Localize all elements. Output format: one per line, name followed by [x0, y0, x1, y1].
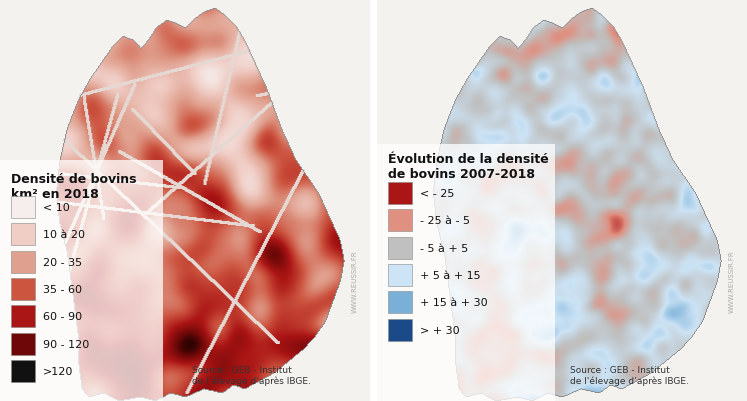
FancyBboxPatch shape [0, 160, 163, 401]
Text: WWW.REUSSIR.FR: WWW.REUSSIR.FR [729, 249, 735, 312]
FancyBboxPatch shape [11, 306, 35, 328]
Text: Source : GEB - Institut
de l'élevage d’après IBGE.: Source : GEB - Institut de l'élevage d’a… [569, 365, 689, 385]
Text: + 5 à + 15: + 5 à + 15 [421, 270, 481, 280]
Text: > + 30: > + 30 [421, 325, 460, 335]
FancyBboxPatch shape [11, 333, 35, 355]
Text: - 5 à + 5: - 5 à + 5 [421, 243, 469, 253]
Text: 90 - 120: 90 - 120 [43, 339, 90, 349]
FancyBboxPatch shape [11, 224, 35, 246]
FancyBboxPatch shape [388, 210, 412, 232]
Text: < 10: < 10 [43, 203, 70, 213]
FancyBboxPatch shape [11, 196, 35, 219]
Text: 20 - 35: 20 - 35 [43, 257, 82, 267]
FancyBboxPatch shape [11, 251, 35, 273]
Text: Évolution de la densité
de bovins 2007-2018: Évolution de la densité de bovins 2007-2… [388, 152, 549, 180]
FancyBboxPatch shape [388, 292, 412, 314]
FancyBboxPatch shape [388, 237, 412, 259]
Text: Source : GEB - Institut
de l'élevage d’après IBGE.: Source : GEB - Institut de l'élevage d’a… [192, 365, 311, 385]
Text: < - 25: < - 25 [421, 188, 455, 198]
Text: 60 - 90: 60 - 90 [43, 312, 82, 322]
Text: - 25 à - 5: - 25 à - 5 [421, 216, 471, 226]
FancyBboxPatch shape [388, 182, 412, 205]
FancyBboxPatch shape [11, 278, 35, 300]
Text: Densité de bovins
km² en 2018: Densité de bovins km² en 2018 [11, 172, 137, 200]
Text: + 15 à + 30: + 15 à + 30 [421, 298, 488, 308]
Text: >120: >120 [43, 366, 74, 376]
FancyBboxPatch shape [388, 319, 412, 341]
FancyBboxPatch shape [388, 264, 412, 286]
Text: 10 à 20: 10 à 20 [43, 230, 85, 240]
Text: 35 - 60: 35 - 60 [43, 284, 82, 294]
FancyBboxPatch shape [11, 360, 35, 382]
Text: WWW.REUSSIR.FR: WWW.REUSSIR.FR [352, 249, 358, 312]
FancyBboxPatch shape [377, 144, 555, 401]
